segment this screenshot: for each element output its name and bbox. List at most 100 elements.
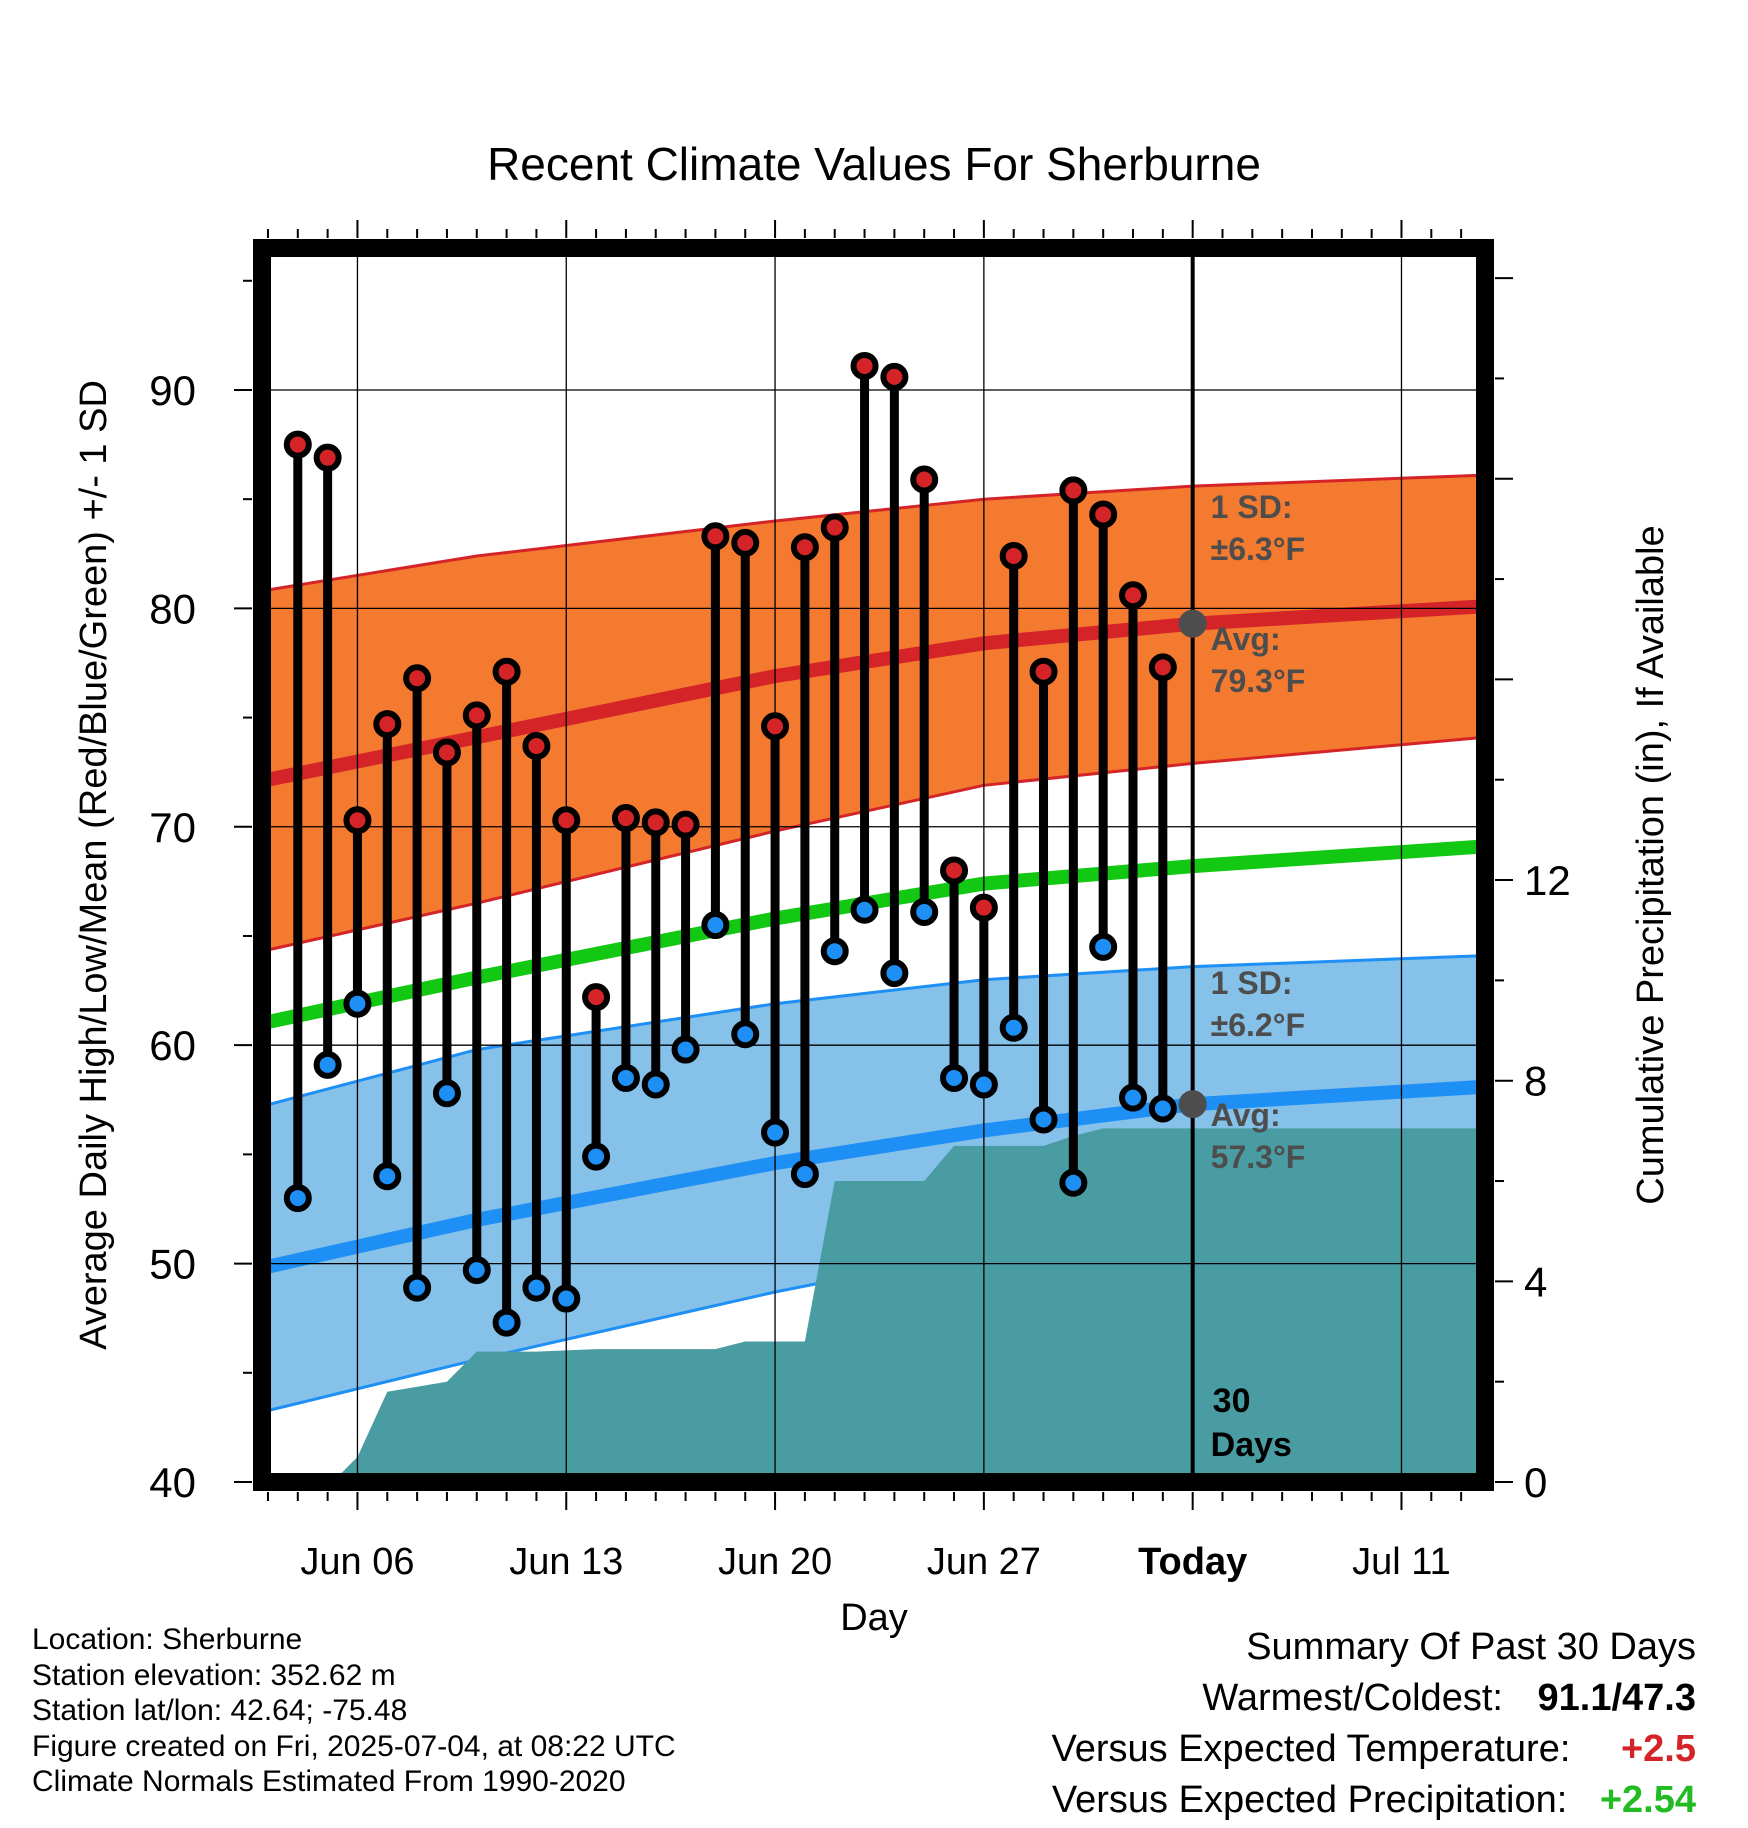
chart-title: Recent Climate Values For Sherburne — [487, 138, 1261, 190]
low-temp-point — [432, 1079, 461, 1108]
axes: 40 50 60 70 80 90 0 4 8 12 Jun 06 Jun 13 Jun 20 Jun 2… — [149, 220, 1571, 1583]
high-sd-value: ±6.3°F — [1211, 531, 1305, 567]
low-temp-point — [820, 937, 849, 966]
low-sd-upper-edge — [262, 954, 1485, 1108]
high-temp-point — [403, 664, 432, 693]
y-left-tick-label: 80 — [149, 585, 196, 632]
plot-area: 1 SD: ±6.3°F Avg: 79.3°F 1 SD: ±6.2°F Avg: 57.3… — [262, 248, 1485, 1482]
high-temp-point — [880, 362, 909, 391]
low-temp-point — [910, 897, 939, 926]
high-temp-point — [761, 712, 790, 741]
low-temp-point — [403, 1273, 432, 1302]
low-temp-point — [940, 1063, 969, 1092]
low-avg-value: 57.3°F — [1211, 1139, 1306, 1175]
high-temp-point — [969, 893, 998, 922]
low-avg-label: Avg: — [1211, 1097, 1281, 1133]
low-temp-point — [671, 1035, 700, 1064]
today-high-normal-marker — [1178, 609, 1207, 638]
window-label-number: 30 — [1213, 1382, 1251, 1420]
y-left-tick-label: 70 — [149, 804, 196, 851]
y-left-tick-label: 90 — [149, 367, 196, 414]
y-left-tick-label: 40 — [149, 1459, 196, 1506]
y-right-tick-label: 8 — [1524, 1058, 1547, 1105]
high-temp-point — [1119, 581, 1148, 610]
high-temp-point — [313, 443, 342, 472]
low-temp-point — [1029, 1105, 1058, 1134]
high-temp-point — [373, 710, 402, 739]
low-sd-value: ±6.2°F — [1211, 1007, 1305, 1043]
temp-value: +2.5 — [1620, 1728, 1696, 1770]
low-temp-point — [1119, 1083, 1148, 1112]
station-info: Location: Sherburne Station elevation: 3… — [32, 1622, 676, 1800]
low-temp-point — [1148, 1094, 1177, 1123]
low-temp-point — [313, 1050, 342, 1079]
y-right-tick-label: 12 — [1524, 857, 1571, 904]
x-axis-label: Day — [840, 1597, 908, 1639]
y-right-tick-label: 4 — [1524, 1258, 1547, 1305]
high-temp-point — [820, 513, 849, 542]
precip-label: Versus Expected Precipitation: — [1051, 1779, 1568, 1821]
y-right-tick-label: 0 — [1524, 1459, 1547, 1506]
plot-frame — [253, 239, 1494, 1491]
high-temp-point — [283, 430, 312, 459]
high-temp-point — [462, 701, 491, 730]
high-temp-point — [1089, 500, 1118, 529]
high-avg-label: Avg: — [1211, 621, 1281, 657]
high-temp-point — [522, 731, 551, 760]
high-temp-point — [611, 804, 640, 833]
x-tick-label: Jul 11 — [1352, 1541, 1451, 1583]
created-text: Figure created on Fri, 2025-07-04, at 08… — [32, 1729, 676, 1763]
precipitation-area — [262, 1128, 1485, 1482]
daily-range-bars — [283, 351, 1177, 1337]
high-temp-point — [641, 808, 670, 837]
low-temp-point — [1059, 1168, 1088, 1197]
low-temp-point — [731, 1020, 760, 1049]
elevation-text: Station elevation: 352.62 m — [32, 1658, 396, 1692]
high-temp-point — [432, 738, 461, 767]
summary-precip: Versus Expected Precipitation: +2.54 — [1051, 1775, 1696, 1826]
high-temp-point — [1148, 653, 1177, 682]
temp-label: Versus Expected Temperature: — [1051, 1728, 1571, 1770]
high-temp-point — [940, 856, 969, 885]
precip-value: +2.54 — [1599, 1779, 1696, 1821]
latlon-text: Station lat/lon: 42.64; -75.48 — [32, 1694, 408, 1727]
x-tick-label: Jun 13 — [509, 1541, 623, 1583]
normal-low-line — [262, 1079, 1485, 1275]
high-temp-point — [582, 983, 611, 1012]
y-left-axis-label: Average Daily High/Low/Mean (Red/Blue/Gr… — [73, 380, 115, 1350]
high-temp-point — [910, 465, 939, 494]
summary-temp: Versus Expected Temperature: +2.5 — [1051, 1724, 1696, 1775]
low-temp-point — [492, 1308, 521, 1337]
low-temp-point — [462, 1256, 491, 1285]
high-avg-value: 79.3°F — [1211, 663, 1306, 699]
x-tick-label: Today — [1138, 1541, 1247, 1583]
low-temp-point — [552, 1284, 581, 1313]
low-temp-point — [701, 911, 730, 940]
summary-title: Summary Of Past 30 Days — [1246, 1626, 1696, 1668]
x-tick-label: Jun 20 — [718, 1541, 832, 1583]
location-text: Location: Sherburne — [32, 1623, 303, 1656]
high-temp-point — [671, 810, 700, 839]
low-temp-point — [582, 1142, 611, 1171]
low-temp-point — [611, 1063, 640, 1092]
low-temp-point — [761, 1118, 790, 1147]
high-temp-point — [1059, 476, 1088, 505]
high-temp-point — [790, 533, 819, 562]
summary-panel: Summary Of Past 30 Days Warmest/Coldest:… — [1051, 1622, 1696, 1826]
x-tick-label: Jun 06 — [300, 1541, 414, 1583]
low-temp-point — [343, 989, 372, 1018]
high-temp-point — [492, 657, 521, 686]
warmest-coldest-value: 91.1/47.3 — [1537, 1677, 1696, 1719]
high-temp-point — [850, 351, 879, 380]
high-temp-point — [999, 541, 1028, 570]
high-temp-point — [552, 806, 581, 835]
high-temp-point — [731, 528, 760, 557]
low-temp-point — [880, 959, 909, 988]
low-sd-label: 1 SD: — [1211, 965, 1293, 1001]
low-temp-point — [522, 1273, 551, 1302]
low-temp-point — [850, 895, 879, 924]
low-temp-point — [999, 1013, 1028, 1042]
y-left-tick-label: 60 — [149, 1022, 196, 1069]
low-temp-point — [373, 1162, 402, 1191]
